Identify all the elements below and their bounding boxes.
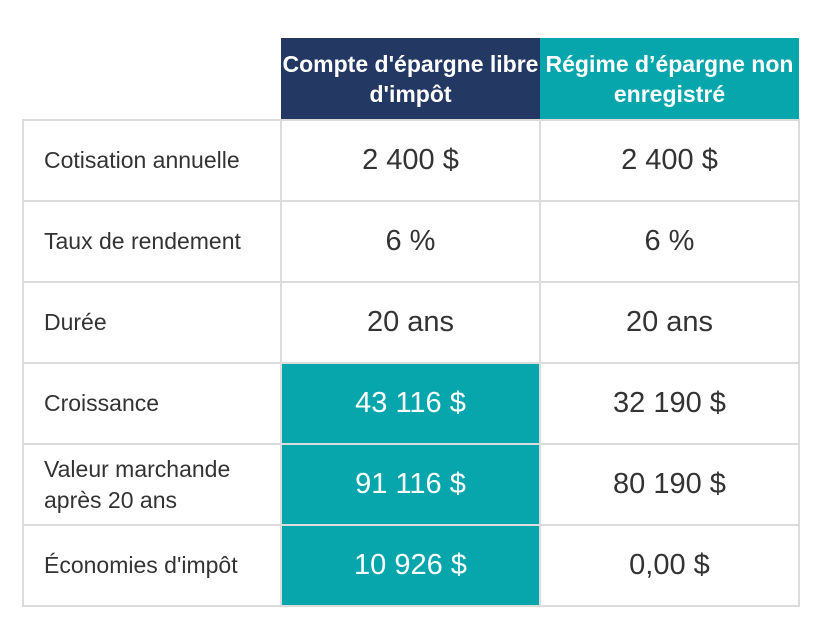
table-row-market-value: Valeur marchande après 20 ans 91 116 $ 8… (22, 443, 800, 526)
non-registered-value: 0,00 $ (539, 524, 800, 607)
tfsa-value: 20 ans (280, 281, 541, 364)
tfsa-value: 2 400 $ (280, 119, 541, 202)
non-registered-value: 32 190 $ (539, 362, 800, 445)
table-row-annual-contribution: Cotisation annuelle 2 400 $ 2 400 $ (22, 119, 800, 202)
tfsa-value: 6 % (280, 200, 541, 283)
non-registered-value: 2 400 $ (539, 119, 800, 202)
table-row-tax-savings: Économies d'impôt 10 926 $ 0,00 $ (22, 524, 800, 607)
comparison-table: Compte d'épargne libre d'impôt Régime d’… (22, 38, 800, 607)
table-row-rate-of-return: Taux de rendement 6 % 6 % (22, 200, 800, 283)
row-label: Durée (22, 281, 282, 364)
table-row-growth: Croissance 43 116 $ 32 190 $ (22, 362, 800, 445)
header-tfsa: Compte d'épargne libre d'impôt (281, 38, 540, 120)
tfsa-value-highlighted: 91 116 $ (280, 443, 541, 526)
row-label: Cotisation annuelle (22, 119, 282, 202)
header-non-registered: Régime d’épargne non enregistré (540, 38, 799, 120)
row-label: Croissance (22, 362, 282, 445)
tfsa-value-highlighted: 10 926 $ (280, 524, 541, 607)
table-row-duration: Durée 20 ans 20 ans (22, 281, 800, 364)
non-registered-value: 20 ans (539, 281, 800, 364)
row-label: Valeur marchande après 20 ans (22, 443, 282, 526)
tfsa-value-highlighted: 43 116 $ (280, 362, 541, 445)
non-registered-value: 6 % (539, 200, 800, 283)
row-label: Taux de rendement (22, 200, 282, 283)
header-row: Compte d'épargne libre d'impôt Régime d’… (23, 38, 799, 120)
row-label: Économies d'impôt (22, 524, 282, 607)
header-corner (23, 38, 281, 120)
non-registered-value: 80 190 $ (539, 443, 800, 526)
